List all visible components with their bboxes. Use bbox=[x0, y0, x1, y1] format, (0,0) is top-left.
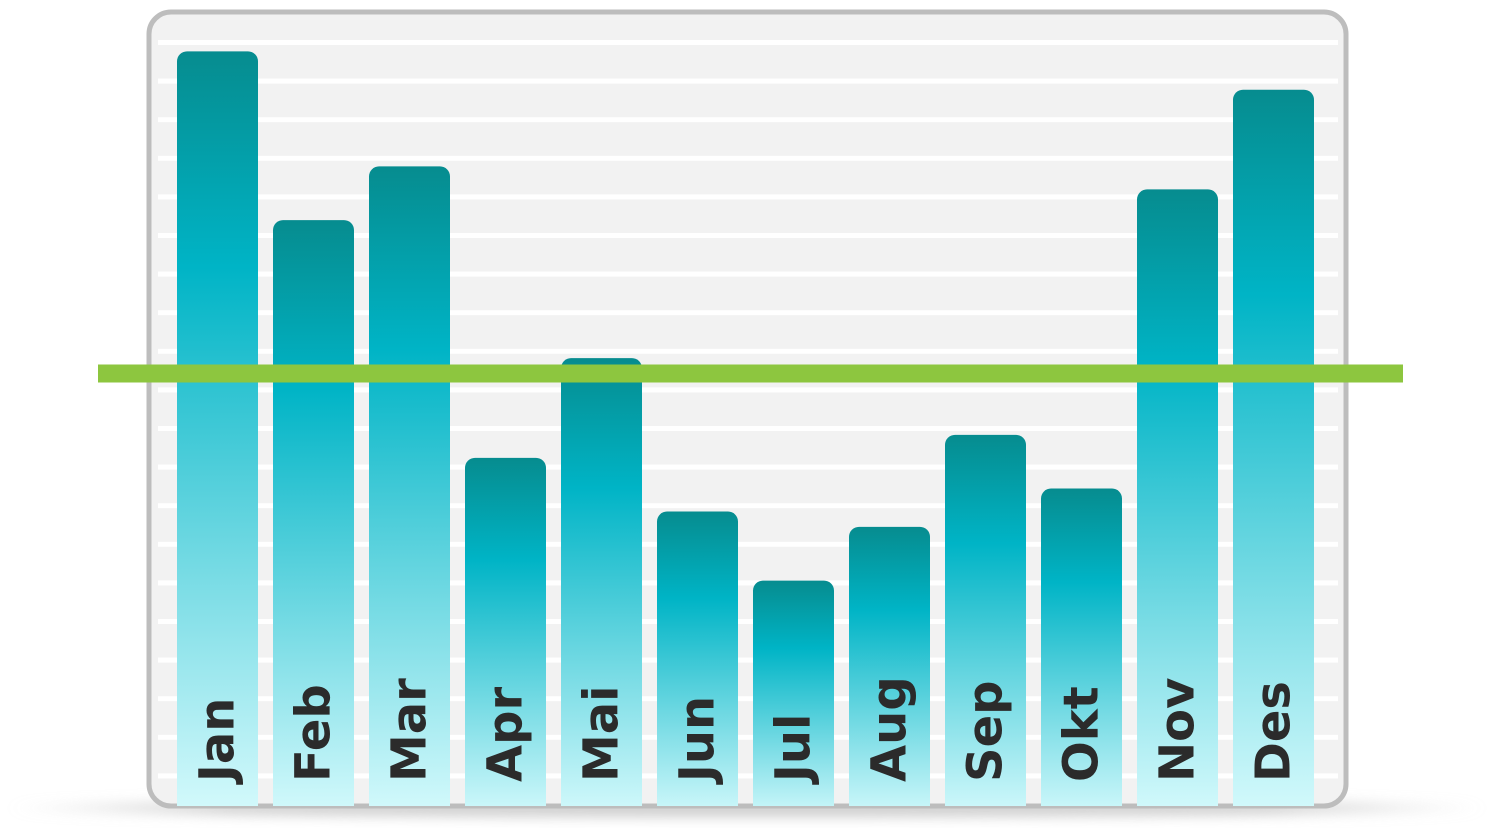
grid-line bbox=[158, 78, 1338, 84]
tick-label-jul: Jul bbox=[766, 714, 822, 785]
grid-line bbox=[158, 271, 1338, 277]
grid-line bbox=[158, 503, 1338, 509]
bar-jul bbox=[753, 580, 834, 806]
grid-line bbox=[158, 696, 1338, 702]
bar-jan bbox=[177, 51, 258, 806]
grid-line bbox=[158, 40, 1338, 45]
bar-des bbox=[1233, 89, 1314, 806]
grid-line bbox=[158, 773, 1338, 779]
grid-line bbox=[158, 426, 1338, 431]
tick-label-nov: Nov bbox=[1150, 678, 1206, 782]
tick-label-sep: Sep bbox=[958, 681, 1014, 782]
grid-line bbox=[158, 155, 1338, 161]
tick-label-aug: Aug bbox=[862, 676, 918, 782]
bar-jun bbox=[657, 511, 738, 806]
grid-line bbox=[158, 233, 1338, 238]
bar-sep bbox=[945, 434, 1026, 806]
bar-nov bbox=[1137, 189, 1218, 806]
tick-label-okt: Okt bbox=[1054, 686, 1110, 782]
grid-line bbox=[158, 464, 1338, 470]
grid-line bbox=[158, 619, 1338, 624]
bar-apr bbox=[465, 457, 546, 806]
tick-label-jun: Jun bbox=[670, 696, 726, 785]
tick-label-mai: Mai bbox=[574, 685, 630, 782]
tick-label-jan: Jan bbox=[190, 698, 246, 785]
tick-label-des: Des bbox=[1246, 681, 1302, 782]
grid-line bbox=[158, 117, 1338, 123]
grid-line bbox=[158, 657, 1338, 663]
grid-line bbox=[158, 194, 1338, 200]
grid-line bbox=[158, 348, 1338, 354]
grid-line bbox=[158, 541, 1338, 547]
grid-line bbox=[158, 310, 1338, 316]
month-labels: Jan Feb Mar Apr Mai Jun Jul Aug Sep Okt Nov Des bbox=[190, 676, 1302, 785]
tick-label-apr: Apr bbox=[478, 686, 534, 782]
grid-line bbox=[158, 387, 1338, 393]
bar-mai bbox=[561, 358, 642, 806]
bar-okt bbox=[1041, 488, 1122, 806]
tick-label-feb: Feb bbox=[286, 684, 342, 782]
grid-line bbox=[158, 734, 1338, 740]
bar-aug bbox=[849, 526, 930, 806]
tick-label-mar: Mar bbox=[382, 678, 438, 782]
grid-line bbox=[158, 580, 1338, 586]
grid-lines bbox=[158, 40, 1338, 779]
bar-mar bbox=[369, 166, 450, 806]
